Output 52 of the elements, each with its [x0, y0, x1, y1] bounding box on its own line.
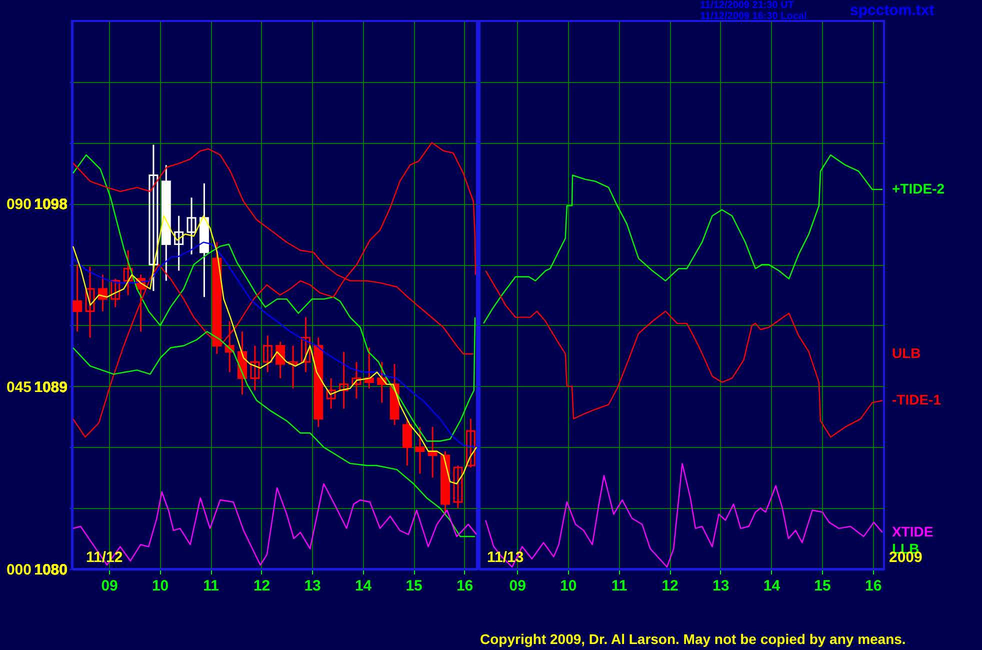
x-tick-label: 15 [406, 578, 422, 594]
x-tick-label: 13 [304, 578, 321, 594]
line-series [72, 483, 477, 566]
annotation: 11/12/2009 16:30 Local [700, 11, 807, 22]
candlestick [110, 278, 120, 308]
candlestick [300, 316, 310, 373]
x-tick-label: 11 [611, 578, 628, 594]
candlestick [339, 351, 349, 410]
x-tick-label: 12 [662, 578, 678, 594]
candlestick [415, 426, 425, 474]
x-tick-label: 15 [814, 578, 831, 594]
x-tick-label: 10 [560, 578, 577, 594]
candlestick [85, 266, 95, 338]
y2-tick-label: 045 [6, 378, 32, 396]
y-tick-label: 1080 [34, 562, 68, 578]
x-tick-label: 09 [509, 578, 526, 594]
y-tick-label: 1089 [34, 378, 68, 396]
x-tick-label: 14 [763, 578, 781, 594]
line-series [72, 215, 477, 484]
candlestick [466, 418, 476, 468]
text: spcctom.txt [850, 2, 934, 19]
series-label: -TIDE-1 [892, 392, 942, 408]
y-tick-label: 1098 [34, 196, 68, 214]
candlestick [98, 274, 108, 312]
candlestick [148, 144, 158, 292]
series-label: +TIDE-2 [892, 180, 945, 196]
candlestick [276, 340, 286, 379]
candlestick [288, 344, 298, 390]
y2-tick-label: 090 [6, 196, 32, 214]
x-tick-label: 09 [101, 578, 118, 594]
series-label: XTIDE [892, 523, 934, 540]
candlestick [174, 215, 184, 272]
x-tick-label: 12 [253, 578, 270, 594]
candlestick [352, 361, 362, 400]
x-tick-label: 13 [712, 578, 730, 594]
y2-tick-label: 000 [6, 562, 32, 578]
x-tick-label: 10 [152, 578, 169, 594]
candlestick [402, 418, 412, 466]
candlestick [123, 250, 133, 296]
text: ULB [892, 344, 921, 361]
line-series [72, 330, 476, 538]
x-tick-label: 16 [456, 578, 474, 594]
candlestick [262, 334, 272, 373]
text: Copyright 2009, Dr. Al Larson. May not be copied by any means. [480, 631, 906, 647]
candlestick [250, 344, 260, 392]
candlestick [453, 464, 463, 509]
x-tick-label: 16 [864, 578, 882, 594]
x-tick-label: 14 [354, 578, 372, 594]
x-tick-label: 11 [203, 578, 219, 594]
text: 11/12/2009 21:30 UT [700, 0, 794, 11]
candlestick [186, 196, 196, 256]
candlestick [326, 377, 336, 410]
